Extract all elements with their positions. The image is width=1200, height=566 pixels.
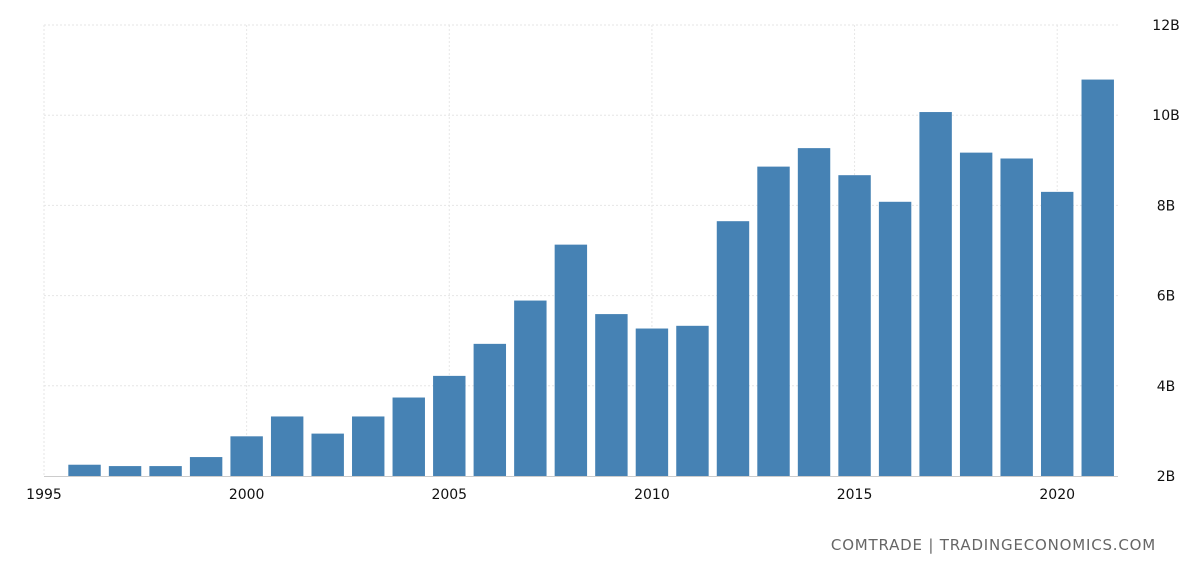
bar: [311, 433, 344, 476]
bar: [1040, 191, 1074, 476]
bars: [68, 79, 1114, 477]
bar: [108, 466, 142, 476]
y-tick-label: 8B: [1157, 198, 1176, 214]
bar: [878, 201, 912, 477]
bar: [149, 466, 182, 476]
bar: [433, 375, 466, 476]
source-credit: COMTRADE | TRADINGECONOMICS.COM: [830, 536, 1156, 554]
bar: [635, 328, 669, 476]
bar: [716, 221, 750, 476]
bar: [595, 314, 628, 476]
bar: [959, 152, 993, 476]
x-tick-label: 2005: [431, 487, 467, 503]
bar: [473, 343, 507, 476]
y-tick-label: 2B: [1157, 469, 1176, 485]
y-tick-label: 6B: [1157, 289, 1176, 305]
x-tick-label: 1995: [26, 487, 62, 503]
bar: [189, 457, 223, 476]
bar: [757, 166, 790, 476]
bar: [270, 416, 304, 476]
bar: [230, 436, 263, 476]
x-tick-label: 2020: [1039, 487, 1075, 503]
y-tick-label: 10B: [1152, 108, 1179, 124]
x-axis: 1995 2000 2005 2010 2015 2020: [26, 476, 1118, 503]
bar: [1000, 158, 1033, 476]
bar: [352, 416, 385, 476]
bar: [797, 148, 831, 477]
bar: [1081, 79, 1114, 477]
x-tick-label: 2000: [229, 487, 265, 503]
bar: [392, 397, 425, 476]
x-tick-label: 2010: [634, 487, 670, 503]
y-axis: 2B 4B 6B 8B 10B 12B: [1152, 18, 1179, 485]
bar: [68, 464, 101, 476]
bar: [514, 300, 547, 476]
y-tick-label: 4B: [1157, 379, 1176, 395]
bar: [919, 112, 952, 476]
bar: [676, 325, 709, 476]
y-tick-label: 12B: [1152, 18, 1179, 34]
bar: [554, 244, 588, 476]
x-tick-label: 2015: [837, 487, 873, 503]
bar: [838, 175, 871, 477]
